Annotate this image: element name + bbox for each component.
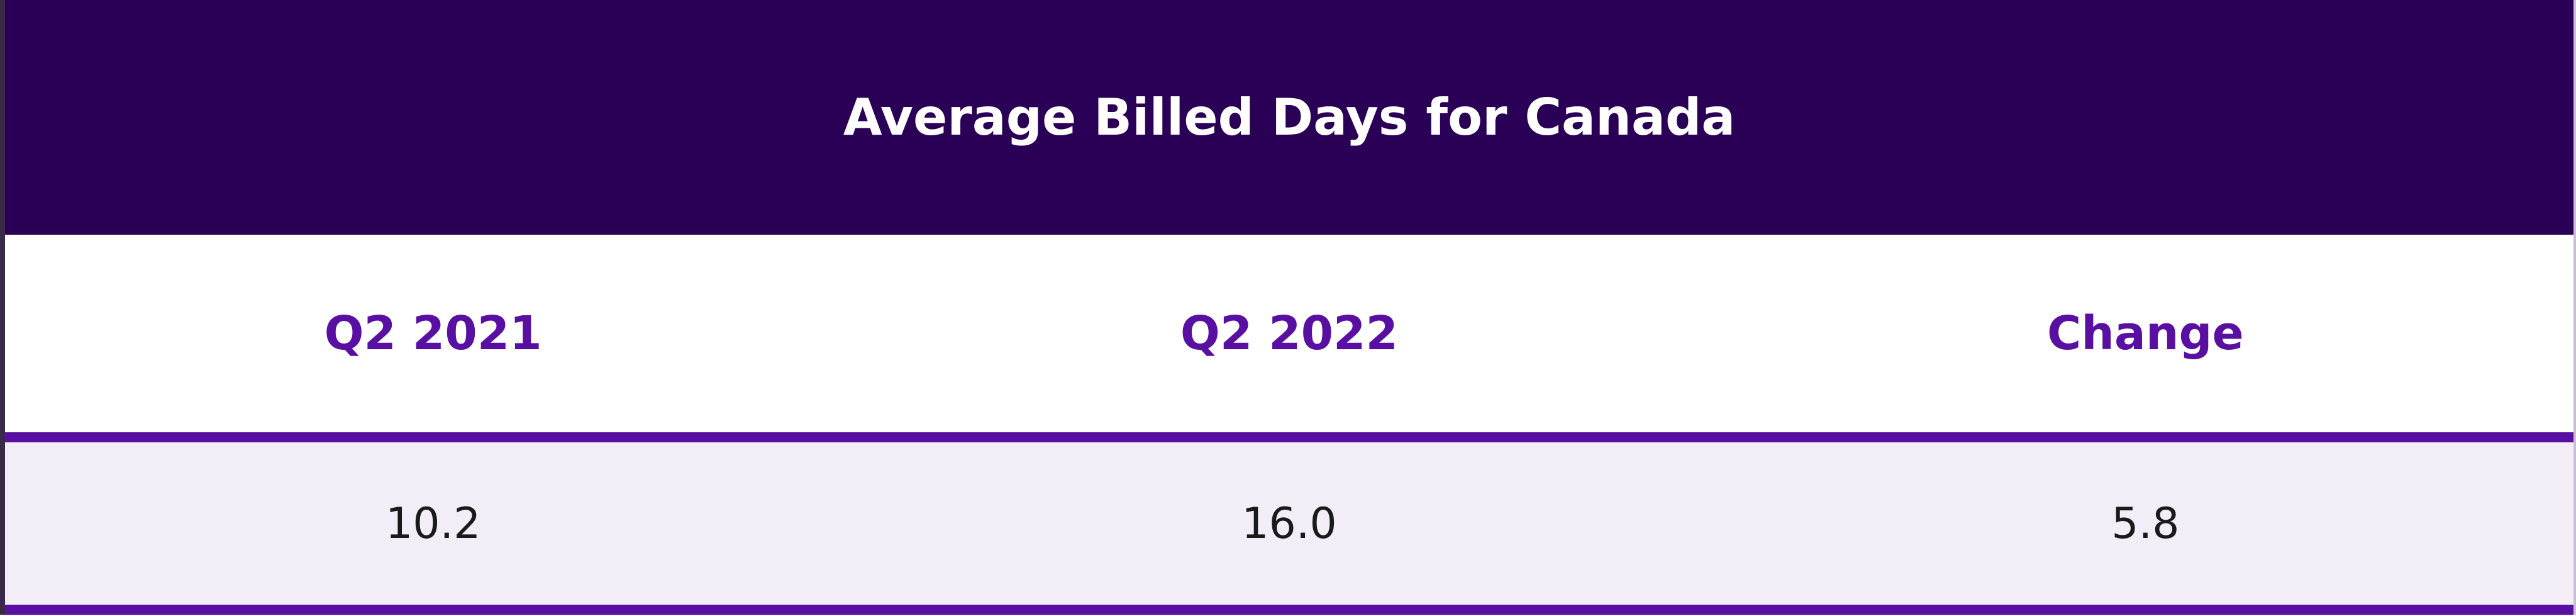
data-cell: 16.0 [1241, 498, 1337, 549]
table-title: Average Billed Days for Canada [5, 0, 2573, 235]
header-row: Q2 2021 Q2 2022 Change [5, 235, 2573, 442]
header-cell: Change [2046, 306, 2244, 361]
header-cell: Q2 2022 [1180, 306, 1399, 361]
data-cell: 5.8 [2111, 498, 2180, 549]
data-row: 10.2 16.0 5.8 [5, 442, 2573, 615]
header-cell: Q2 2021 [324, 306, 542, 361]
data-cell: 10.2 [385, 498, 481, 549]
table-body: 10.2 16.0 5.8 [5, 442, 2573, 615]
